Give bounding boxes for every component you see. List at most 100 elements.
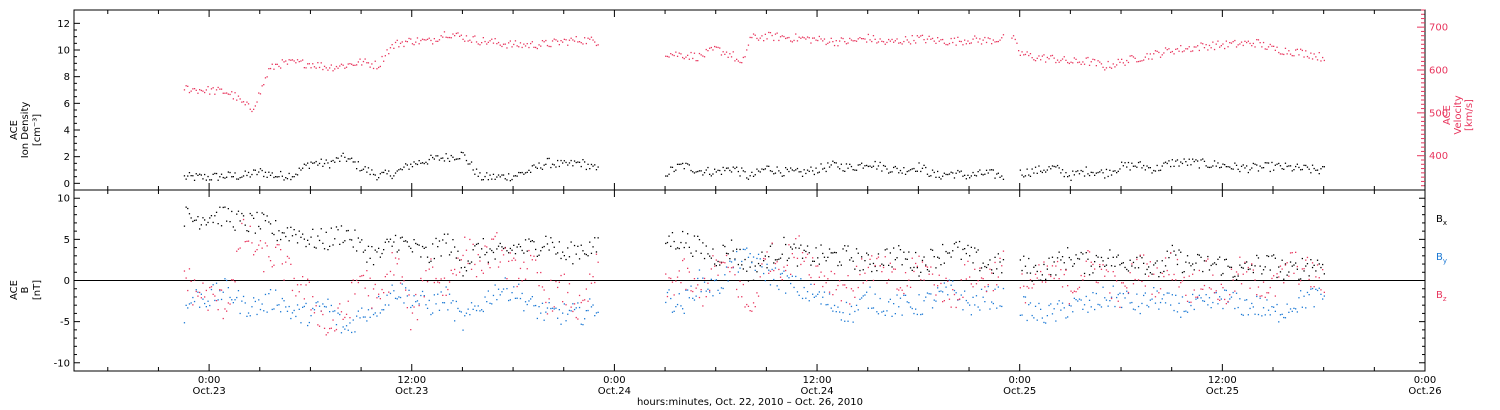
data-point <box>840 163 842 165</box>
data-point <box>563 303 565 305</box>
data-point <box>668 277 670 279</box>
data-point <box>1036 319 1038 321</box>
data-point <box>683 58 685 60</box>
data-point <box>426 38 429 40</box>
data-point <box>720 262 723 264</box>
data-point <box>1190 265 1192 267</box>
data-point <box>425 270 427 272</box>
data-point <box>504 277 506 279</box>
data-point <box>1235 46 1238 48</box>
data-point <box>1136 258 1138 261</box>
data-point <box>680 163 682 165</box>
data-point <box>1080 63 1082 65</box>
data-point <box>1085 295 1087 298</box>
data-point <box>501 174 503 176</box>
data-point <box>432 312 434 314</box>
density-tick-label: 2 <box>64 152 70 163</box>
data-point <box>1134 165 1136 167</box>
data-point <box>698 296 701 299</box>
data-point <box>700 289 702 291</box>
data-point <box>1124 266 1126 269</box>
data-point <box>361 307 363 309</box>
data-point <box>477 254 479 256</box>
data-point <box>437 293 439 295</box>
data-point <box>432 243 434 245</box>
data-point <box>486 246 488 248</box>
data-point <box>1122 282 1124 284</box>
data-point <box>501 249 503 252</box>
data-point <box>703 172 706 174</box>
data-point <box>239 312 241 315</box>
data-point <box>813 283 815 285</box>
data-point <box>1161 298 1163 300</box>
data-point <box>938 257 940 259</box>
data-point <box>371 246 373 248</box>
data-point <box>1313 167 1315 170</box>
data-point <box>226 92 228 94</box>
data-point <box>685 162 687 164</box>
data-point <box>732 166 734 168</box>
data-point <box>302 276 304 278</box>
data-point <box>1232 168 1234 170</box>
data-point <box>1109 66 1111 68</box>
data-point <box>467 40 469 42</box>
data-point <box>565 304 567 306</box>
data-point <box>746 49 748 51</box>
data-point <box>276 176 278 178</box>
data-point <box>1136 256 1138 259</box>
data-point <box>1151 293 1153 295</box>
data-point <box>433 38 435 40</box>
data-point <box>322 303 324 305</box>
data-point <box>899 169 902 172</box>
data-point <box>244 302 246 304</box>
data-point <box>948 279 951 281</box>
data-point <box>1197 297 1199 299</box>
data-point <box>425 39 427 41</box>
data-point <box>347 158 349 160</box>
data-point <box>308 321 310 324</box>
data-point <box>1137 305 1140 308</box>
data-point <box>889 298 891 300</box>
data-point <box>204 302 206 305</box>
data-point <box>1286 262 1288 264</box>
data-point <box>298 308 300 310</box>
data-point <box>266 176 268 178</box>
data-point <box>930 248 932 251</box>
data-point <box>778 170 780 172</box>
data-point <box>349 317 351 319</box>
data-point <box>879 297 881 300</box>
data-point <box>590 36 593 38</box>
data-point <box>298 291 300 293</box>
data-point <box>457 250 459 252</box>
data-point <box>584 253 586 255</box>
data-point <box>345 230 348 232</box>
data-point <box>805 250 807 253</box>
data-point <box>702 55 704 57</box>
data-point <box>1323 295 1325 297</box>
data-point <box>977 171 979 173</box>
data-point <box>1061 169 1064 171</box>
data-point <box>291 176 294 178</box>
data-point <box>729 271 731 273</box>
data-point <box>582 159 584 161</box>
data-point <box>521 292 523 295</box>
data-point <box>497 174 500 176</box>
data-point <box>761 168 763 170</box>
data-point <box>374 283 376 286</box>
data-point <box>1046 315 1048 317</box>
data-point <box>437 281 439 283</box>
data-point <box>1205 165 1207 167</box>
data-point <box>501 291 503 293</box>
data-point <box>237 248 240 250</box>
data-point <box>1244 262 1246 264</box>
data-point <box>1001 37 1003 39</box>
data-point <box>310 67 312 69</box>
data-point <box>796 265 799 267</box>
data-point <box>997 276 999 278</box>
data-point <box>489 302 491 304</box>
data-point <box>830 164 832 166</box>
data-point <box>188 213 191 215</box>
data-point <box>791 253 793 255</box>
data-point <box>193 179 196 181</box>
